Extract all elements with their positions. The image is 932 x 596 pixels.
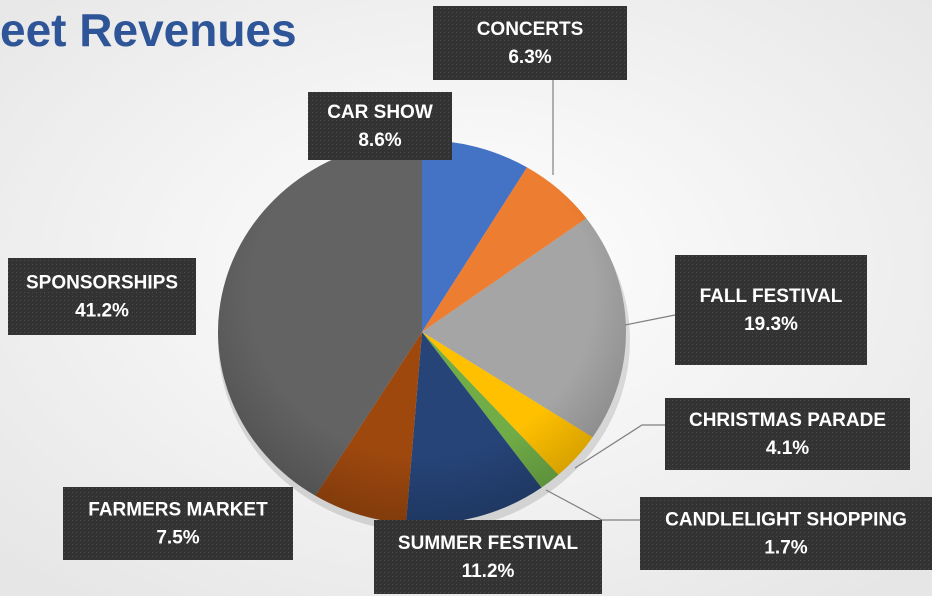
category-label: SPONSORSHIPS [26, 273, 178, 294]
label-box [308, 92, 452, 160]
label-box [374, 520, 602, 594]
label-box [8, 258, 196, 335]
category-label: CAR SHOW [327, 102, 433, 123]
category-label: CONCERTS [477, 19, 584, 40]
value-label: 41.2% [75, 301, 129, 322]
leader-line [574, 424, 665, 469]
category-label: CANDLELIGHT SHOPPING [665, 510, 907, 531]
value-label: 1.7% [764, 538, 807, 559]
value-label: 8.6% [358, 130, 401, 151]
leader-line [624, 314, 676, 326]
value-label: 7.5% [156, 528, 199, 549]
category-label: FALL FESTIVAL [700, 286, 843, 307]
label-box [433, 6, 627, 80]
label-box [675, 255, 867, 365]
category-label: SUMMER FESTIVAL [398, 533, 579, 554]
value-label: 19.3% [744, 314, 798, 335]
label-box [665, 398, 910, 470]
value-label: 11.2% [462, 561, 515, 582]
label-box [640, 497, 932, 570]
chart-title: eet Revenues [0, 4, 297, 56]
category-label: FARMERS MARKET [88, 500, 268, 521]
value-label: 6.3% [508, 47, 551, 68]
category-label: CHRISTMAS PARADE [689, 410, 886, 431]
label-box [63, 487, 293, 560]
value-label: 4.1% [766, 438, 809, 459]
